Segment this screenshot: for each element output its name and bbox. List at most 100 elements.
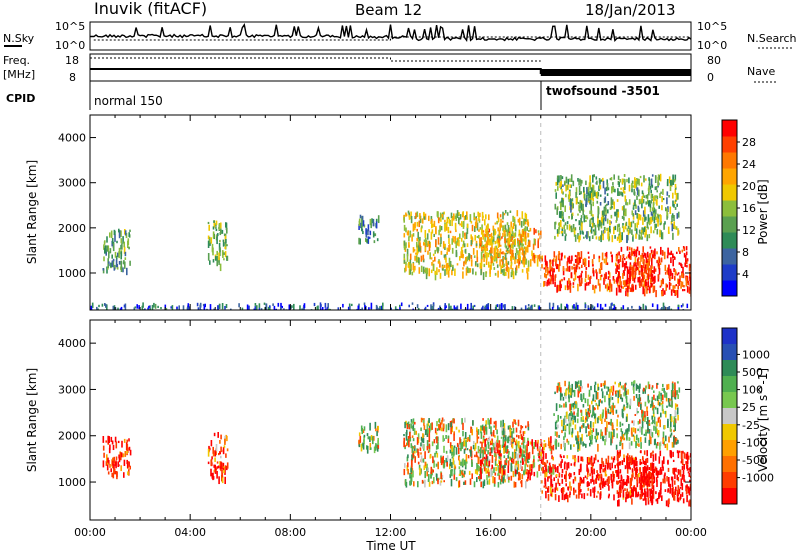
freq-panel: [89, 53, 692, 82]
nsky-tick-high: 10^5: [55, 20, 85, 33]
panel-power-echoes: [90, 173, 691, 310]
time-xlabel: Time UT: [365, 539, 416, 553]
freq-tick-high: 18: [65, 54, 79, 67]
freq-label-line1: Freq.: [3, 54, 30, 67]
colorbar-swatch: [722, 376, 737, 393]
colorbar-tick-label: -1000: [742, 472, 774, 485]
y-tick-label: 1000: [58, 476, 86, 489]
nsearch-tick-low: 10^0: [697, 39, 727, 52]
y-tick-label: 1000: [58, 267, 86, 280]
y-tick-label: 4000: [58, 337, 86, 350]
y-tick-label: 2000: [58, 222, 86, 235]
echo-region: [358, 421, 380, 454]
colorbar-swatch: [722, 216, 737, 233]
echo-region: [541, 454, 655, 504]
echo-region: [403, 417, 530, 489]
nave-tick-low: 0: [707, 71, 714, 84]
time-tick-labels: 00:00 04:00 08:00 12:00 16:00 20:00 00:00: [74, 526, 707, 539]
nsky-trace: [89, 23, 692, 43]
nave-tick-high: 80: [707, 54, 721, 67]
echo-region: [478, 227, 543, 267]
echo-region: [90, 302, 689, 310]
velocity-colorbar: 1000 500 100 25 -25 -100 -500 -1000: [721, 327, 774, 505]
echo-region: [553, 380, 681, 452]
nsearch-trace: [93, 36, 691, 41]
echo-region: [102, 228, 131, 276]
colorbar-swatch: [722, 168, 737, 185]
echo-region: [616, 449, 691, 508]
nave-label: Nave: [747, 65, 775, 78]
colorbar-tick-label: 4: [742, 268, 749, 281]
colorbar-tick-label: 8: [742, 246, 749, 259]
colorbar-swatch: [722, 232, 737, 249]
beam-title: Beam 12: [355, 1, 422, 19]
nsky-label: N.Sky: [3, 32, 35, 45]
echo-region: [207, 432, 229, 485]
echo-region: [541, 251, 655, 294]
power-colorbar-label: Power [dB]: [756, 179, 770, 244]
colorbar-tick-label: 28: [742, 136, 756, 149]
colorbar-tick-label: 24: [742, 158, 756, 171]
colorbar-swatch: [722, 280, 737, 297]
x-tick-label: 12:00: [375, 526, 407, 539]
colorbar-tick-label: 12: [742, 224, 756, 237]
colorbar-swatch: [722, 424, 737, 441]
panel-velocity-echoes: [102, 380, 691, 508]
nsearch-tick-high: 10^5: [697, 20, 727, 33]
nave-trace: [90, 57, 541, 62]
date-title: 18/Jan/2013: [585, 1, 676, 19]
colorbar-swatch: [722, 152, 737, 169]
x-tick-label: 16:00: [475, 526, 507, 539]
colorbar-tick-label: 100: [742, 384, 763, 397]
nsky-tick-low: 10^0: [55, 39, 85, 52]
colorbar-swatch: [722, 472, 737, 489]
colorbar-swatch: [722, 264, 737, 281]
colorbar-tick-label: 500: [742, 366, 763, 379]
velocity-panel: 1000 2000 3000 4000: [58, 319, 692, 521]
velocity-colorbar-label: Velocity [m s^-1]: [756, 368, 770, 472]
power-panel: 1000 2000 3000 4000: [58, 114, 692, 311]
cpid-label: CPID: [6, 92, 35, 105]
colorbar-swatch: [722, 440, 737, 457]
colorbar-tick-label: 1000: [742, 348, 770, 361]
nave-dense-block: [540, 69, 691, 76]
x-tick-label: 08:00: [274, 526, 306, 539]
echo-region: [479, 435, 555, 481]
strip-traces: [89, 23, 692, 76]
colorbar-frame: [721, 327, 738, 505]
nsearch-label: N.Search: [747, 32, 797, 45]
colorbar-tick-label: 20: [742, 180, 756, 193]
echo-region: [403, 210, 530, 281]
colorbar-swatch: [722, 456, 737, 473]
power-ylabel: Slant Range [km]: [25, 160, 39, 264]
colorbar-swatch: [722, 248, 737, 265]
colorbar-tick-label: -500: [742, 454, 767, 467]
x-tick-label: 20:00: [575, 526, 607, 539]
x-tick-label: 04:00: [174, 526, 206, 539]
cpid-segment-1: normal 150: [94, 94, 163, 108]
y-tick-label: 2000: [58, 430, 86, 443]
y-tick-label: 3000: [58, 177, 86, 190]
colorbar-swatch: [722, 392, 737, 409]
y-tick-label: 3000: [58, 383, 86, 396]
echo-region: [615, 246, 691, 298]
colorbar-tick-label: 16: [742, 202, 756, 215]
echo-region: [207, 220, 229, 272]
x-tick-label: 00:00: [74, 526, 106, 539]
echo-region: [102, 435, 132, 480]
colorbar-swatch: [722, 200, 737, 217]
power-colorbar: 4 8 12 16 20 24 28: [721, 119, 756, 297]
station-title: Inuvik (fitACF): [94, 0, 207, 18]
colorbar-swatch: [722, 408, 737, 425]
echo-region: [554, 173, 680, 244]
colorbar-tick-label: 25: [742, 401, 756, 414]
colorbar-swatch: [722, 328, 737, 345]
colorbar-tick-label: -100: [742, 436, 767, 449]
echo-region: [358, 214, 380, 245]
y-tick-label: 4000: [58, 132, 86, 145]
x-tick-label: 00:00: [675, 526, 707, 539]
colorbar-swatch: [722, 184, 737, 201]
colorbar-tick-label: -25: [742, 419, 760, 432]
